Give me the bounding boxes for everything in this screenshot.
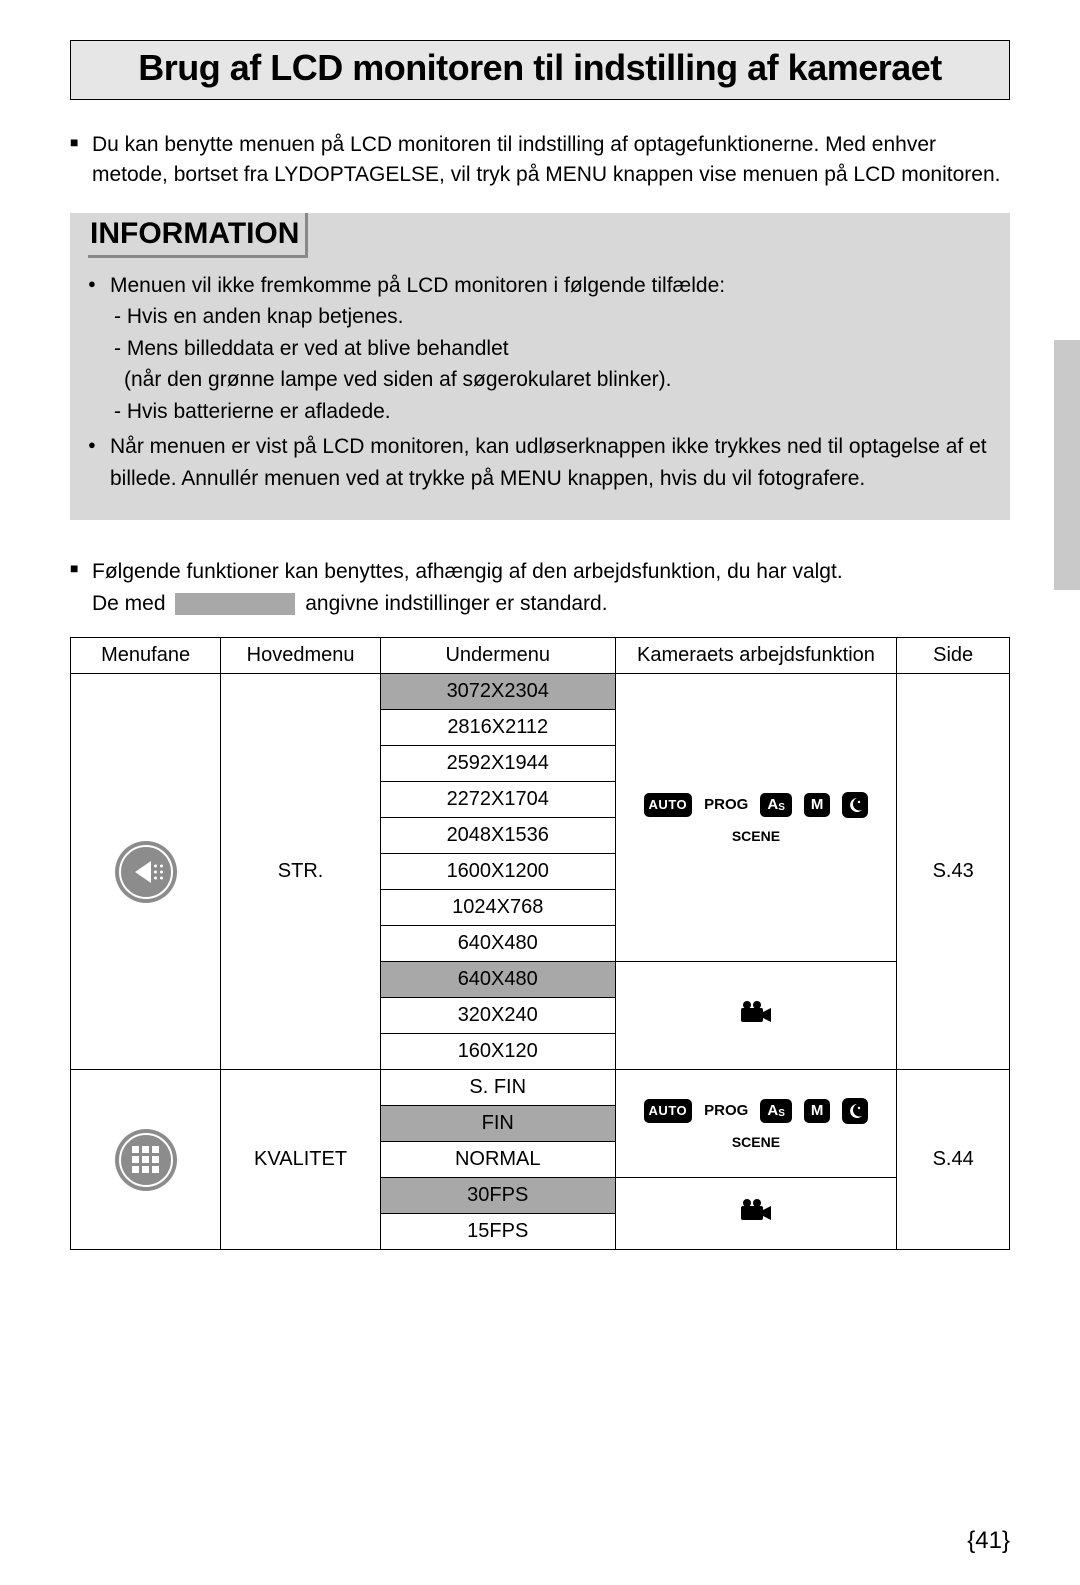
cell-sub: S. FIN (380, 1070, 615, 1106)
cell-sub: 1600X1200 (380, 854, 615, 890)
cell-page-kvalitet: S.44 (897, 1070, 1010, 1250)
mode-m-badge: M (804, 793, 831, 817)
mode-auto-badge: AUTO (644, 1099, 693, 1123)
mode-night-badge (842, 792, 868, 818)
info-item-1b: - Mens billeddata er ved at blive behand… (110, 337, 509, 360)
info-item-2: Når menuen er vist på LCD monitoren, kan… (110, 431, 992, 494)
settings-table: Menufane Hovedmenu Undermenu Kameraets a… (70, 637, 1010, 1250)
info-item-1a: - Hvis en anden knap betjenes. (110, 305, 404, 328)
cell-sub: 320X240 (380, 998, 615, 1034)
mode-prog-label: PROG (704, 796, 748, 813)
section-thumb-tab (1054, 340, 1080, 590)
information-card: INFORMATION Menuen vil ikke fremkomme på… (70, 213, 1010, 521)
mode-video-icon (739, 1000, 773, 1032)
mode-scene-label: SCENE (732, 828, 780, 844)
mode-as-badge: AS (760, 1099, 792, 1123)
cell-modes-video (615, 962, 897, 1070)
mode-prog-label: PROG (704, 1102, 748, 1119)
table-header-row: Menufane Hovedmenu Undermenu Kameraets a… (71, 638, 1010, 674)
th-arbejdsfunktion: Kameraets arbejdsfunktion (615, 638, 897, 674)
cell-sub: 2592X1944 (380, 746, 615, 782)
cell-sub: 15FPS (380, 1214, 615, 1250)
info-item-1b-paren: (når den grønne lampe ved siden af søger… (110, 368, 671, 391)
cell-sub: 3072X2304 (380, 674, 615, 710)
mode-m-badge: M (804, 1099, 831, 1123)
cell-sub: 640X480 (380, 926, 615, 962)
mode-video-icon (739, 1198, 773, 1230)
information-heading: INFORMATION (88, 213, 308, 258)
info-item-1-lead: Menuen vil ikke fremkomme på LCD monitor… (110, 274, 725, 297)
followup-post: angivne indstillinger er standard. (305, 592, 607, 615)
cell-modes-still: AUTO PROG AS M SCENE (615, 674, 897, 962)
cell-sub: 2816X2112 (380, 710, 615, 746)
cell-sub: 2272X1704 (380, 782, 615, 818)
cell-modes-still-2: AUTO PROG AS M SCENE (615, 1070, 897, 1178)
quality-menu-icon (115, 1129, 177, 1191)
cell-sub: NORMAL (380, 1142, 615, 1178)
page-title: Brug af LCD monitoren til indstilling af… (85, 47, 995, 89)
cell-sub: 2048X1536 (380, 818, 615, 854)
followup-pre: De med (92, 592, 166, 615)
cell-sub: 160X120 (380, 1034, 615, 1070)
table-row: KVALITET S. FIN AUTO PROG AS M SCENE S.4… (71, 1070, 1010, 1106)
mode-auto-badge: AUTO (644, 793, 693, 817)
th-menufane: Menufane (71, 638, 221, 674)
cell-menufane-kvalitet (71, 1070, 221, 1250)
cell-hovedmenu-kvalitet: KVALITET (221, 1070, 381, 1250)
cell-hovedmenu-str: STR. (221, 674, 381, 1070)
followup-paragraph: Følgende funktioner kan benyttes, afhæng… (70, 556, 1010, 619)
intro-paragraph: Du kan benytte menuen på LCD monitoren t… (70, 130, 1010, 191)
followup-line1: Følgende funktioner kan benyttes, afhæng… (92, 560, 843, 583)
th-undermenu: Undermenu (380, 638, 615, 674)
page-title-box: Brug af LCD monitoren til indstilling af… (70, 40, 1010, 100)
cell-page-str: S.43 (897, 674, 1010, 1070)
table-row: STR. 3072X2304 AUTO PROG AS M SCENE S.43 (71, 674, 1010, 710)
cell-sub: 1024X768 (380, 890, 615, 926)
cell-modes-video-2 (615, 1178, 897, 1250)
mode-scene-label: SCENE (732, 1134, 780, 1150)
information-list: Menuen vil ikke fremkomme på LCD monitor… (88, 270, 992, 495)
th-hovedmenu: Hovedmenu (221, 638, 381, 674)
th-side: Side (897, 638, 1010, 674)
page-number: {41} (967, 1527, 1010, 1555)
mode-night-badge (842, 1098, 868, 1124)
cell-menufane-str (71, 674, 221, 1070)
info-item-1: Menuen vil ikke fremkomme på LCD monitor… (110, 270, 992, 428)
info-item-1c: - Hvis batterierne er afladede. (110, 400, 391, 423)
mode-as-badge: AS (760, 793, 792, 817)
cell-sub: 640X480 (380, 962, 615, 998)
default-swatch (175, 593, 295, 615)
size-menu-icon (115, 841, 177, 903)
cell-sub: 30FPS (380, 1178, 615, 1214)
cell-sub: FIN (380, 1106, 615, 1142)
